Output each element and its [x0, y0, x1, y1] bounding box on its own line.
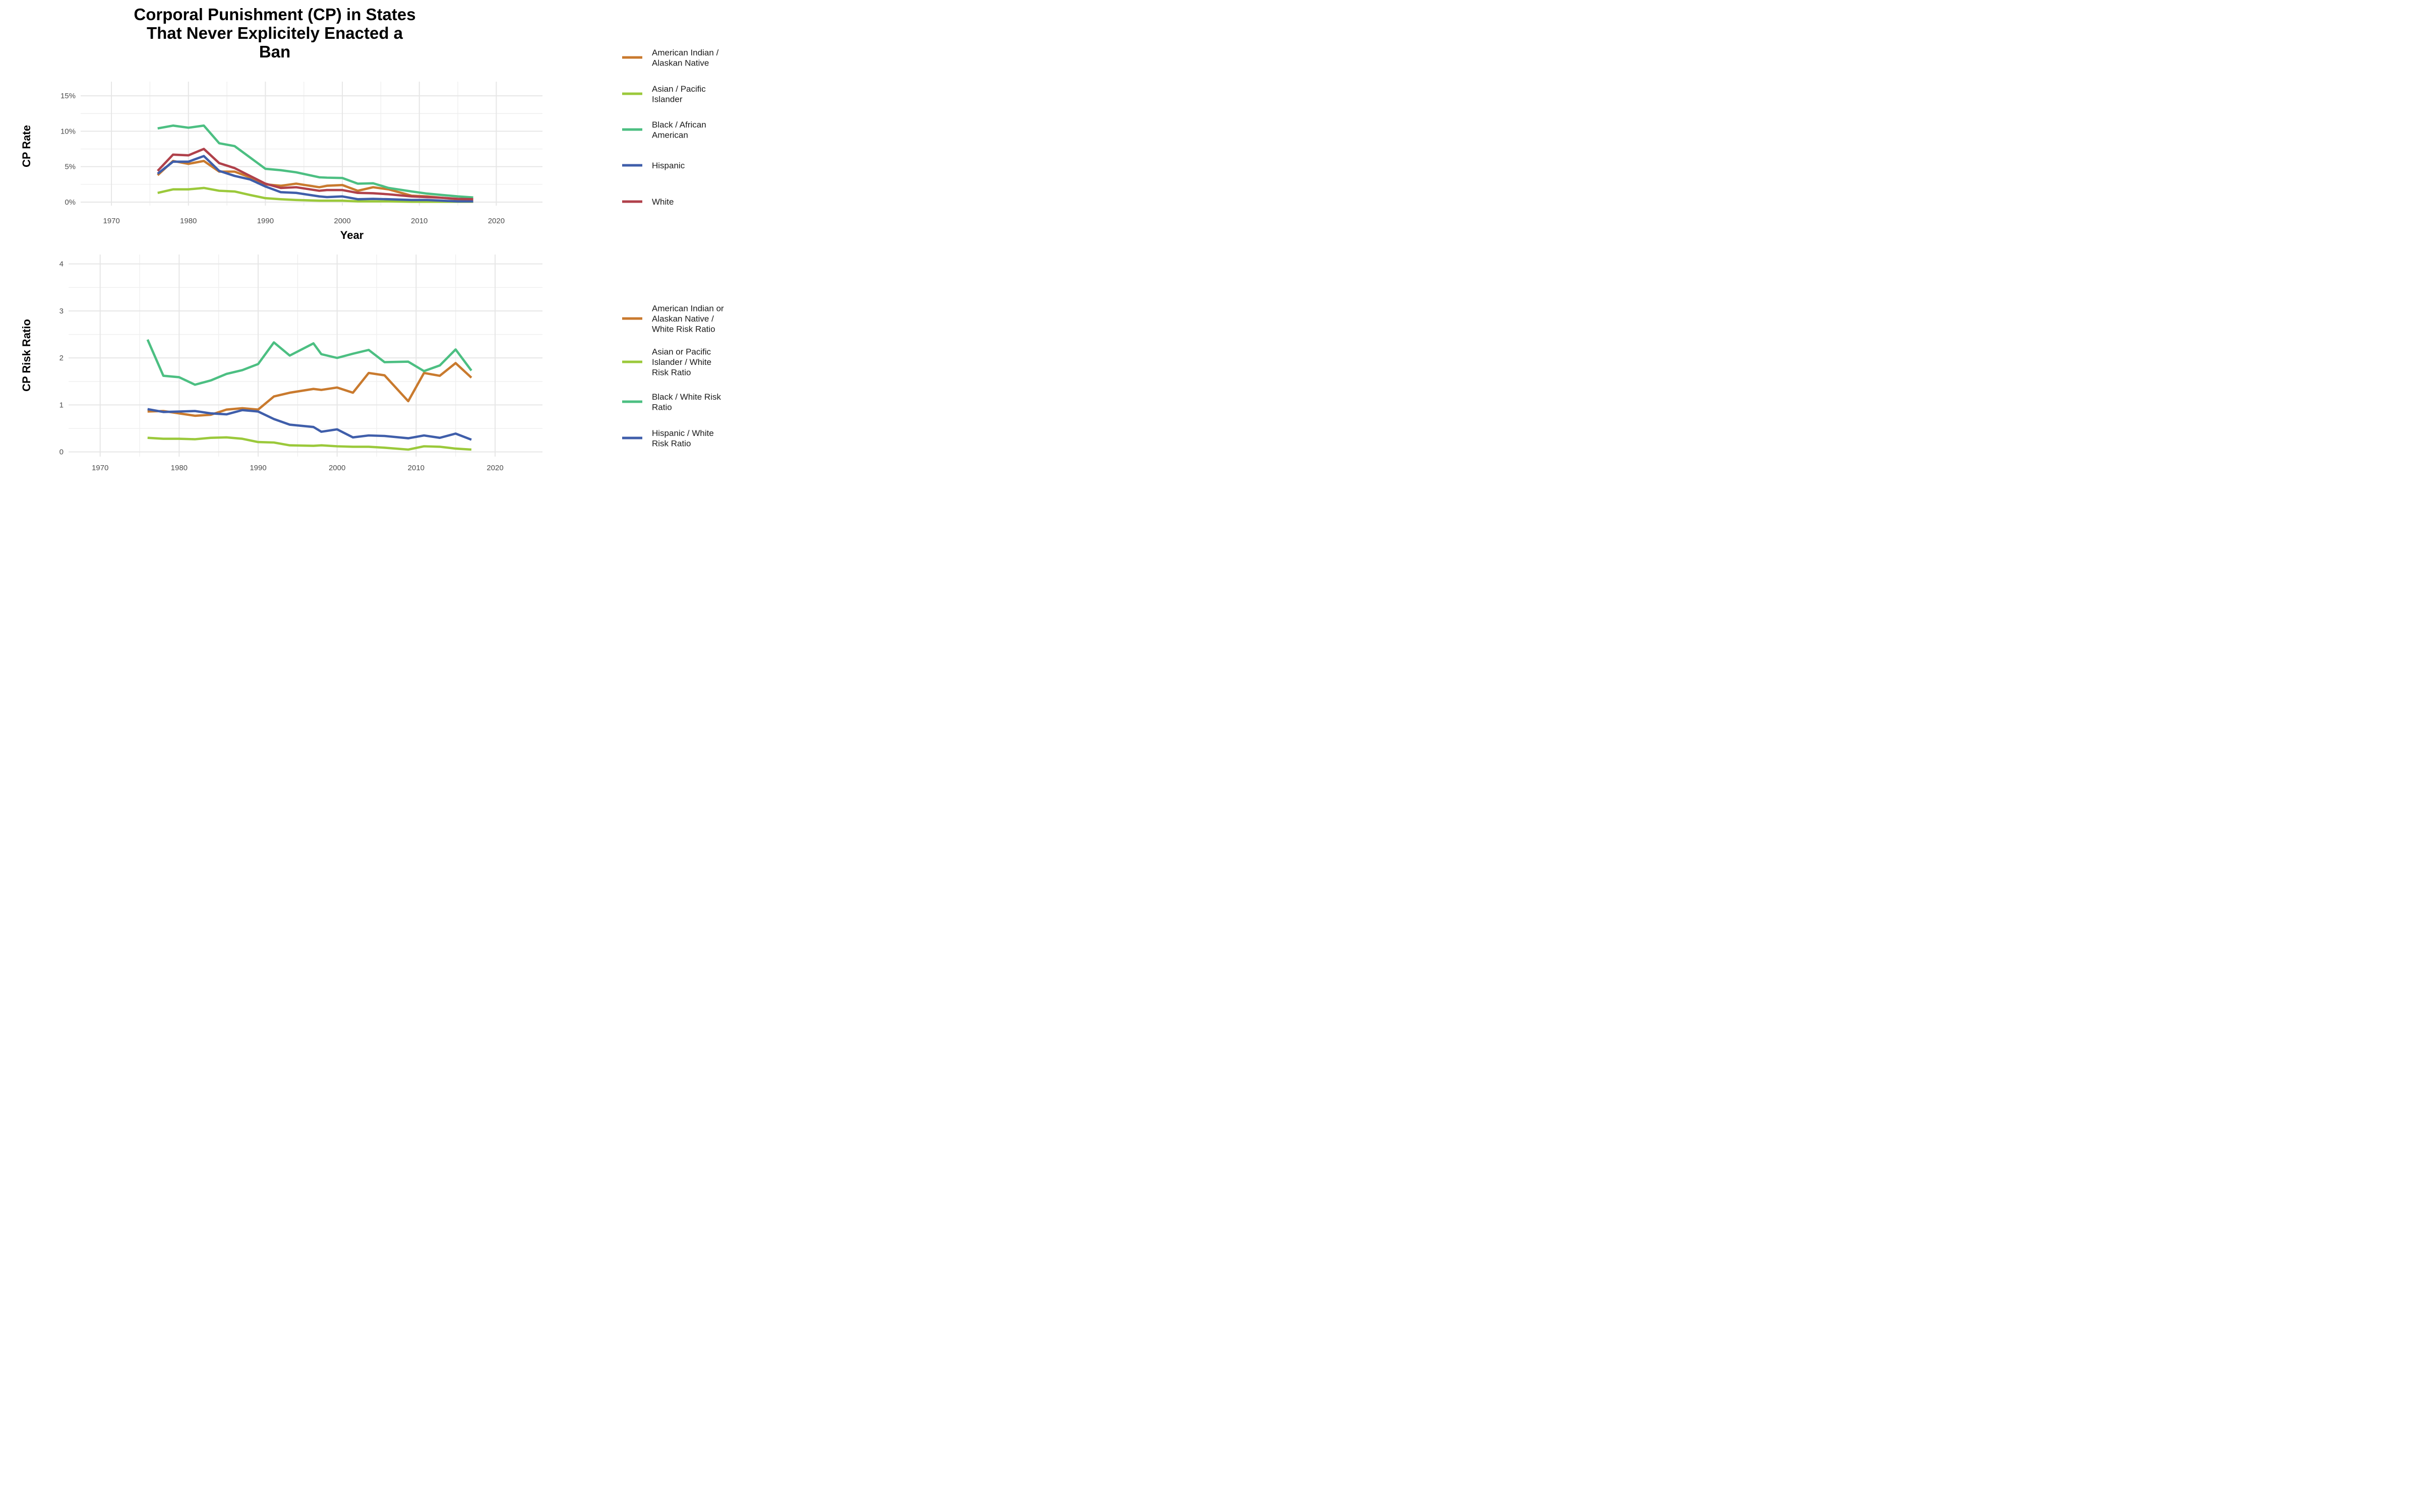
y-tick-label: 1 — [59, 401, 64, 409]
series-line-american-indian-or-alaskan-native-white-risk-ratio — [147, 362, 472, 417]
x-tick-label: 1970 — [92, 464, 108, 472]
gridlines — [81, 82, 542, 206]
series-line-hispanic — [157, 155, 473, 203]
x-tick-label: 1980 — [180, 217, 197, 225]
gridlines — [69, 255, 542, 457]
x-tick-label: 2010 — [408, 464, 425, 472]
legend-label: Hispanic / White — [652, 428, 714, 438]
x-tick-label: 2000 — [334, 217, 350, 225]
y-tick-label: 2 — [59, 354, 64, 362]
chart-title: Corporal Punishment (CP) in States That … — [134, 5, 415, 61]
chart-figure: Corporal Punishment (CP) in States That … — [0, 0, 782, 489]
legend-label: Risk Ratio — [652, 368, 691, 377]
legend-label: American — [652, 130, 688, 140]
legend-label: Black / White Risk — [652, 392, 721, 402]
x-tick-label: 1970 — [103, 217, 119, 225]
x-tick-label: 2000 — [329, 464, 345, 472]
legend-label: Ratio — [652, 402, 672, 412]
legend-label: White Risk Ratio — [652, 325, 715, 334]
series-lines — [157, 124, 473, 203]
series-line-white — [157, 148, 473, 201]
x-tick-label: 1990 — [257, 217, 274, 225]
y-tick-label: 15% — [60, 92, 76, 100]
y-tick-label: 3 — [59, 307, 64, 316]
series-line-hispanic-white-risk-ratio — [147, 408, 472, 441]
y-tick-label: 4 — [59, 260, 64, 269]
legend-item-american-indian-alaskan-native: American Indian /Alaskan Native — [622, 48, 719, 68]
chart-title-line-2: That Never Explicitely Enacted a — [147, 24, 403, 42]
chart-title-line-3: Ban — [259, 42, 290, 61]
series-line-black-white-risk-ratio — [146, 339, 472, 386]
legend-label: Alaskan Native / — [652, 314, 714, 324]
x-tick-label: 2020 — [488, 217, 505, 225]
series-lines — [146, 339, 472, 451]
rate-legend: American Indian /Alaskan Native Asian / P… — [622, 48, 719, 207]
legend-label: Black / African — [652, 120, 706, 130]
legend-label: Alaskan Native — [652, 58, 709, 68]
y-axis-title: CP Risk Ratio — [20, 319, 33, 392]
legend-label: Islander — [652, 94, 683, 104]
x-axis-title: Year — [340, 229, 364, 241]
risk-ratio-panel: 1970 1980 1990 2000 2010 2020 0 1 2 3 4 CP Risk Rat… — [20, 255, 542, 472]
series-line-asian-or-pacific-islander-white-risk-ratio — [147, 436, 472, 451]
legend-label: Islander / White — [652, 357, 711, 367]
x-tick-label: 1980 — [171, 464, 188, 472]
legend-label: Asian or Pacific — [652, 347, 711, 357]
y-axis-title: CP Rate — [20, 125, 33, 167]
series-line-black-african-american — [157, 124, 473, 199]
y-tick-label: 10% — [60, 127, 76, 136]
x-tick-label: 1990 — [250, 464, 266, 472]
legend-label: Asian / Pacific — [652, 84, 706, 94]
y-tick-label: 0 — [59, 448, 64, 457]
x-tick-label: 2010 — [411, 217, 428, 225]
legend-label: American Indian / — [652, 48, 719, 57]
legend-label: American Indian or — [652, 304, 724, 313]
series-line-asian-pacific-islander — [157, 186, 473, 203]
chart-canvas: Corporal Punishment (CP) in States That … — [20, 5, 724, 472]
chart-title-line-1: Corporal Punishment (CP) in States — [134, 5, 415, 24]
legend-label: White — [652, 197, 674, 207]
y-tick-label: 0% — [65, 198, 76, 207]
legend-item-white: White — [622, 197, 674, 207]
x-tick-label: 2020 — [487, 464, 503, 472]
legend-item-hispanic: Hispanic — [622, 161, 685, 170]
y-tick-label: 5% — [65, 163, 76, 171]
legend-label: Risk Ratio — [652, 438, 691, 448]
legend-label: Hispanic — [652, 161, 685, 170]
rate-panel: 1970 1980 1990 2000 2010 2020 0% 5% 10% 15% Year CP… — [20, 82, 542, 241]
